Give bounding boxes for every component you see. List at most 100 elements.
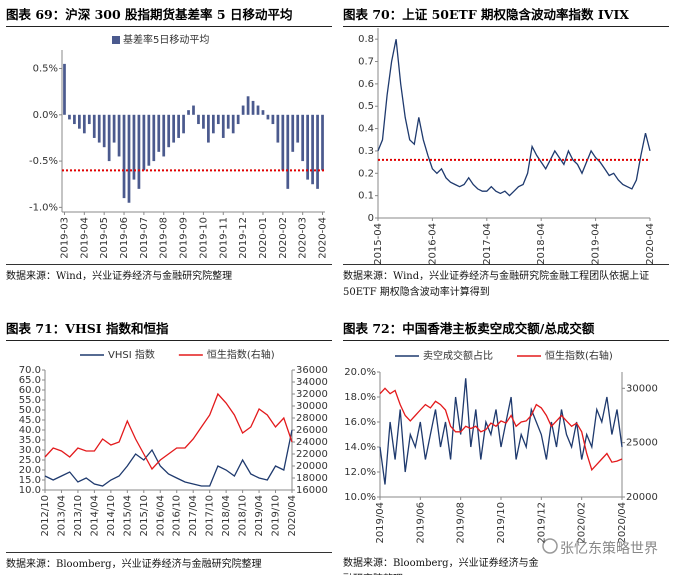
y-tick-label: -0.5%: [29, 156, 58, 167]
bar: [256, 105, 260, 115]
x-tick-label: 2019/04: [254, 495, 265, 537]
y-tick-label: 0.5: [358, 101, 374, 112]
x-tick-label: 2016/04: [155, 495, 166, 537]
x-tick-label: 2015/10: [139, 495, 150, 537]
legend-label: VHSI 指数: [108, 348, 155, 361]
y-tick-label: 10.0: [19, 485, 41, 496]
x-tick-label: 2019-11: [218, 217, 229, 259]
bar: [107, 114, 111, 162]
bar: [92, 114, 96, 138]
bar: [102, 114, 106, 148]
x-tick-label: 2016/10: [172, 495, 183, 537]
y-tick-label: 0.1: [358, 191, 374, 202]
bar: [197, 114, 200, 125]
bar: [177, 114, 180, 138]
bar: [152, 114, 156, 162]
x-tick-label: 2015-04: [373, 223, 384, 265]
bar: [117, 114, 121, 157]
bar: [286, 114, 290, 189]
x-tick-label: 2019/06: [415, 502, 426, 544]
y-tick-label: 35.0: [19, 435, 41, 446]
bar: [122, 114, 126, 199]
bar: [192, 105, 195, 115]
x-tick-label: 2017-04: [482, 223, 493, 265]
y2-tick-label: 20000: [626, 492, 658, 503]
y-tick-label: 10.0%: [344, 492, 376, 503]
y2-tick-label: 30000: [296, 401, 328, 412]
bar: [311, 114, 314, 185]
y-tick-label: 0.2: [358, 168, 374, 179]
x-tick-label: 2019-12: [238, 217, 249, 259]
y2-tick-label: 26000: [296, 425, 328, 436]
x-tick-label: 2020-04: [318, 217, 329, 259]
bar: [301, 114, 305, 162]
x-tick-label: 2019-07: [139, 217, 150, 259]
x-tick-label: 2014/10: [106, 495, 117, 537]
y-tick-label: 25.0: [19, 455, 41, 466]
bar: [241, 105, 245, 115]
bar: [236, 114, 240, 125]
y-tick-label: 40.0: [19, 425, 41, 436]
y-tick-label: 12.0%: [344, 467, 376, 478]
y-tick-label: 0.0%: [33, 110, 58, 121]
y-tick-label: 0: [368, 213, 374, 224]
bar: [132, 114, 136, 180]
line-series: [377, 39, 651, 197]
bar: [112, 114, 116, 143]
legend-label: 基差率5日移动平均: [123, 33, 209, 46]
source-note: 数据来源：Wind，兴业证券经济与金融研究院金融工程团队依据上证 50ETF 期…: [343, 264, 669, 301]
x-tick-label: 2020-02: [278, 217, 289, 259]
bar: [321, 114, 324, 171]
y2-tick-label: 28000: [296, 413, 328, 424]
line-series: [44, 392, 293, 471]
y2-tick-label: 18000: [296, 473, 328, 484]
bar: [251, 100, 255, 115]
y-tick-label: 20.0: [19, 465, 41, 476]
x-tick-label: 2019-04: [591, 223, 602, 265]
line-series: [44, 429, 293, 487]
bar: [231, 114, 235, 134]
chart-title: 图表 69：沪深 300 股指期货基差率 5 日移动平均: [6, 4, 332, 27]
y2-tick-label: 36000: [296, 365, 328, 376]
bar: [316, 114, 319, 189]
bar: [142, 114, 146, 171]
y2-tick-label: 20000: [296, 461, 328, 472]
bar: [296, 114, 300, 143]
bar: [202, 114, 205, 129]
y-tick-label: 65.0: [19, 375, 41, 386]
y-tick-label: 30.0: [19, 445, 41, 456]
bar: [306, 114, 309, 180]
bar: [157, 114, 161, 152]
y2-tick-label: 30000: [626, 383, 658, 394]
x-tick-label: 2019-09: [179, 217, 190, 259]
x-tick-label: 2018-04: [536, 223, 547, 265]
y-tick-label: 14.0%: [344, 442, 376, 453]
bar: [78, 114, 81, 129]
x-tick-label: 2019/08: [456, 502, 467, 544]
y-tick-label: 16.0%: [344, 417, 376, 428]
bar: [261, 110, 265, 115]
legend-label: 恒生指数(右轴): [207, 348, 275, 361]
y-tick-label: 18.0%: [344, 392, 376, 403]
bar: [216, 114, 220, 125]
source-note: 数据来源：Bloomberg，兴业证券经济与金融研究院整理: [6, 552, 332, 573]
x-tick-label: 2016-04: [427, 223, 438, 265]
bar: [246, 96, 250, 115]
y2-tick-label: 16000: [296, 485, 328, 496]
bar: [211, 114, 215, 134]
x-tick-label: 2019/10: [271, 495, 282, 537]
line-series: [379, 387, 623, 472]
x-tick-label: 2019-05: [99, 217, 110, 259]
y-tick-label: 55.0: [19, 395, 41, 406]
bar: [162, 114, 166, 157]
bar: [207, 114, 210, 143]
x-tick-label: 2019-03: [59, 217, 70, 259]
x-tick-label: 2020/04: [617, 502, 628, 544]
y-tick-label: 0.4: [358, 124, 374, 135]
watermark: 张忆东策略世界: [560, 541, 658, 557]
source-note: 数据来源：Wind，兴业证券经济与金融研究院整理: [6, 264, 332, 285]
chart-title: 图表 71：VHSI 指数和恒指: [6, 318, 332, 341]
y-tick-label: 0.7: [358, 57, 374, 68]
x-tick-label: 2013/10: [73, 495, 84, 537]
